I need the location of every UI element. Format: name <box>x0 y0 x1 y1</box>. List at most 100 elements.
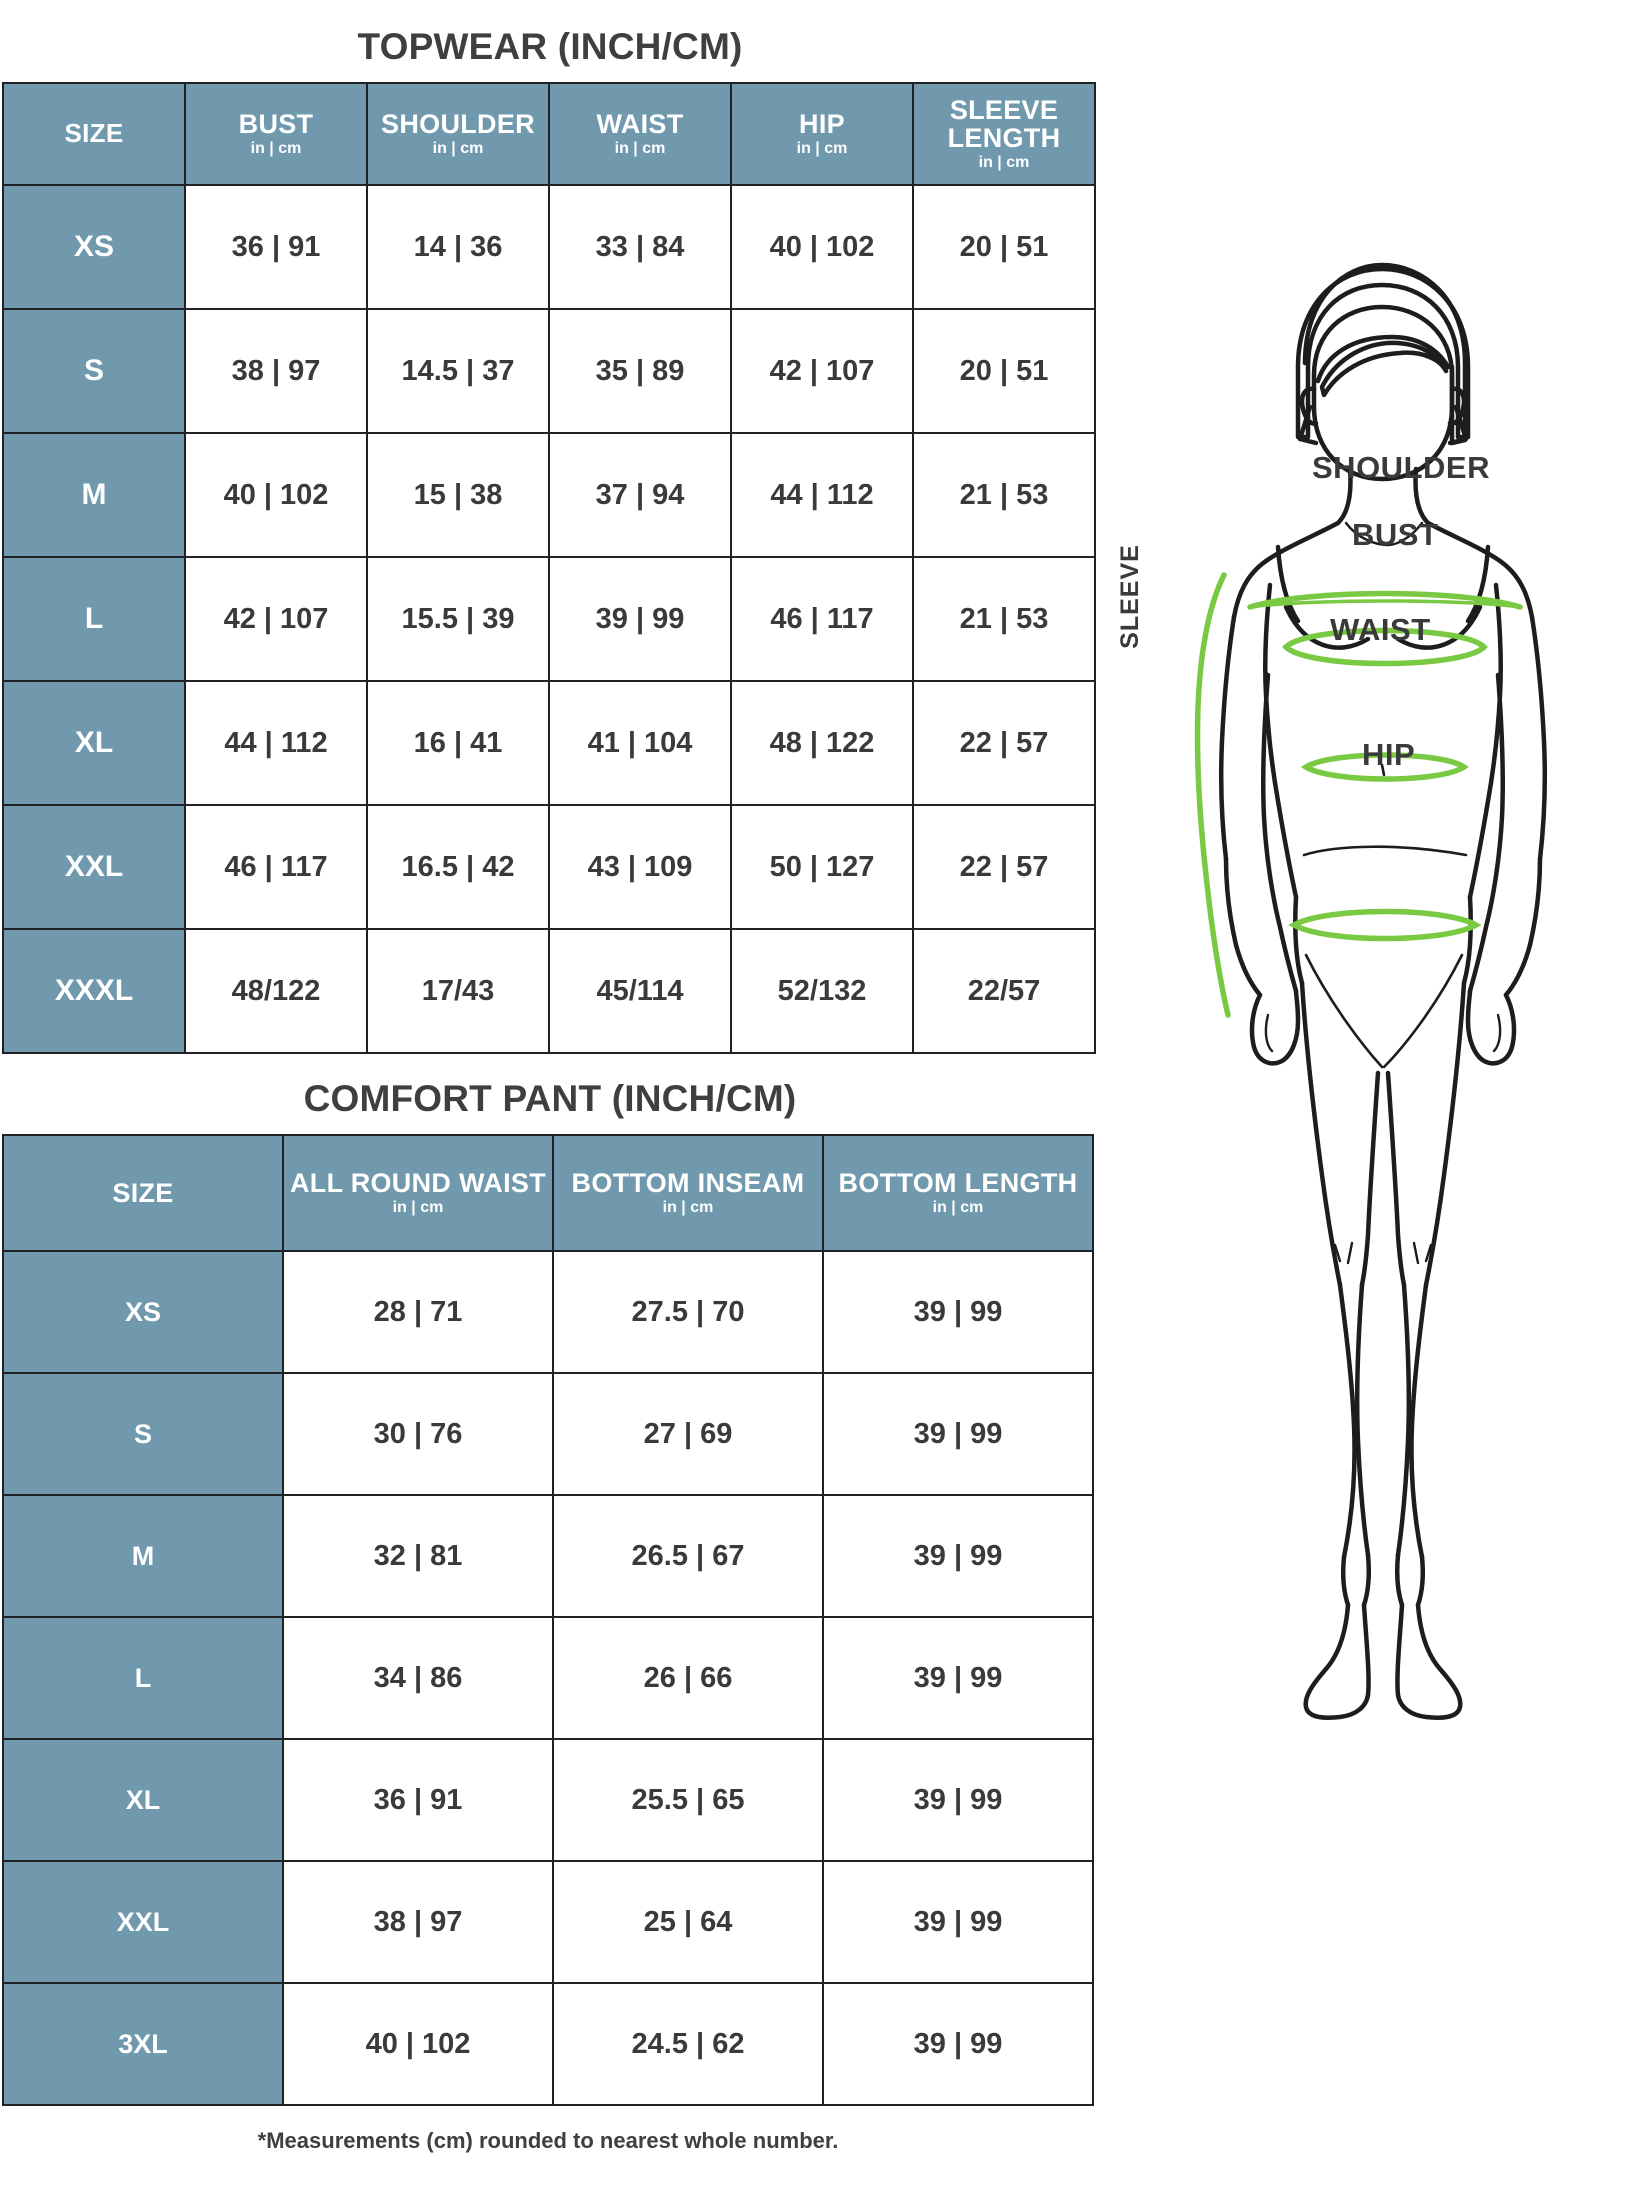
left-hand <box>1249 988 1301 1066</box>
pant-header-row: SIZE ALL ROUND WAIST in | cm BOTTOM INSE… <box>2 1134 1094 1252</box>
bust-value: 46 | 117 <box>184 804 368 930</box>
column-header-sleeve-length: SLEEVE LENGTH in | cm <box>912 82 1096 186</box>
right-hair-strand <box>1447 404 1469 446</box>
all-round-waist-value: 38 | 97 <box>282 1860 554 1984</box>
hip-value: 42 | 107 <box>730 308 914 434</box>
sleeve-value: 22/57 <box>912 928 1096 1054</box>
left-ear <box>1299 386 1319 426</box>
bottom-inseam-value: 26 | 66 <box>552 1616 824 1740</box>
size-label: M <box>2 1494 284 1618</box>
left-collarbone <box>1344 521 1390 547</box>
size-label: M <box>2 432 186 558</box>
left-thigh-inner <box>1359 1070 1381 1288</box>
sleeve-value: 21 | 53 <box>912 432 1096 558</box>
waistband-line <box>1302 845 1468 857</box>
hip-measure-line <box>1288 908 1482 942</box>
column-header-bottom-length: BOTTOM LENGTH in | cm <box>822 1134 1094 1252</box>
size-label: XS <box>2 184 186 310</box>
right-torso-line <box>1467 582 1504 900</box>
topwear-table-title: TOPWEAR (INCH/CM) <box>357 26 743 67</box>
table-row: 3XL 40 | 102 24.5 | 62 39 | 99 <box>2 1982 1094 2106</box>
waist-value: 45/114 <box>548 928 732 1054</box>
right-inner-arm <box>1467 672 1506 994</box>
column-header-all-round-waist: ALL ROUND WAIST in | cm <box>282 1134 554 1252</box>
right-knee-mark-b <box>1412 1241 1420 1265</box>
hip-value: 52/132 <box>730 928 914 1054</box>
waist-value: 39 | 99 <box>548 556 732 682</box>
figure-label-waist: WAIST <box>1330 612 1431 647</box>
bottom-length-value: 39 | 99 <box>822 1494 1094 1618</box>
right-collarbone <box>1386 521 1424 547</box>
column-header-hip: HIP in | cm <box>730 82 914 186</box>
figure-label-sleeve: SLEEVE <box>1115 544 1144 649</box>
left-foot <box>1303 1602 1371 1720</box>
bottom-inseam-value: 25 | 64 <box>552 1860 824 1984</box>
measurement-tapes <box>1194 572 1523 1018</box>
right-knee-mark-a <box>1424 1243 1433 1263</box>
left-bust-lower <box>1283 604 1371 650</box>
waist-value: 43 | 109 <box>548 804 732 930</box>
left-ankle-inner <box>1361 1552 1372 1608</box>
sleeve-value: 22 | 57 <box>912 680 1096 806</box>
shoulder-value: 15.5 | 39 <box>366 556 550 682</box>
shoulder-measure-line <box>1247 590 1523 610</box>
table-row: XXXL 48/122 17/43 45/114 52/132 22/57 <box>2 928 1096 1054</box>
sleeve-value: 22 | 57 <box>912 804 1096 930</box>
bottom-length-value: 39 | 99 <box>822 1372 1094 1496</box>
column-header-bust: BUST in | cm <box>184 82 368 186</box>
all-round-waist-value: 30 | 76 <box>282 1372 554 1496</box>
bust-value: 38 | 97 <box>184 308 368 434</box>
shoulder-value: 15 | 38 <box>366 432 550 558</box>
body-measurement-figure: SHOULDER BUST WAIST HIP SLEEVE <box>1100 255 1652 1935</box>
bottom-inseam-value: 24.5 | 62 <box>552 1982 824 2106</box>
table-row: XL 44 | 112 16 | 41 41 | 104 48 | 122 22… <box>2 680 1096 806</box>
right-foot <box>1395 1602 1463 1720</box>
right-forearm-outer <box>1503 856 1543 998</box>
size-label: S <box>2 308 186 434</box>
bottom-inseam-value: 25.5 | 65 <box>552 1738 824 1862</box>
topwear-size-table: SIZE BUST in | cm SHOULDER in | cm WAIST… <box>2 82 1096 1054</box>
waist-value: 33 | 84 <box>548 184 732 310</box>
column-header-shoulder: SHOULDER in | cm <box>366 82 550 186</box>
right-bust-lower <box>1395 604 1483 650</box>
size-label: XL <box>2 1738 284 1862</box>
right-ankle-outer <box>1415 1554 1426 1608</box>
right-calf-inner <box>1395 1282 1412 1558</box>
bottom-inseam-value: 26.5 | 67 <box>552 1494 824 1618</box>
navel <box>1380 763 1386 777</box>
size-label: XL <box>2 680 186 806</box>
bust-measure-line <box>1282 627 1488 667</box>
size-label: L <box>2 556 186 682</box>
table-row: XXL 38 | 97 25 | 64 39 | 99 <box>2 1860 1094 1984</box>
hip-value: 48 | 122 <box>730 680 914 806</box>
waist-measure-line <box>1300 752 1469 782</box>
left-knee-mark-b <box>1346 1241 1354 1265</box>
right-hip-line <box>1461 894 1473 986</box>
left-knee-mark-a <box>1333 1243 1342 1263</box>
bottom-inseam-value: 27.5 | 70 <box>552 1250 824 1374</box>
figure-label-hip: HIP <box>1362 737 1416 772</box>
bottom-length-value: 39 | 99 <box>822 1738 1094 1862</box>
waist-value: 37 | 94 <box>548 432 732 558</box>
table-row: XS 28 | 71 27.5 | 70 39 | 99 <box>2 1250 1094 1374</box>
size-label: S <box>2 1372 284 1496</box>
right-ankle-inner <box>1394 1552 1405 1608</box>
hip-value: 40 | 102 <box>730 184 914 310</box>
right-neck-shoulder <box>1413 466 1535 620</box>
table-row: L 34 | 86 26 | 66 39 | 99 <box>2 1616 1094 1740</box>
right-hand <box>1465 988 1517 1066</box>
face-outline <box>1311 304 1455 482</box>
shoulder-value: 14 | 36 <box>366 184 550 310</box>
left-hair-strand <box>1297 404 1319 446</box>
left-neck-shoulder <box>1231 466 1353 620</box>
left-hip-line <box>1293 894 1305 986</box>
right-thigh-inner <box>1385 1070 1407 1288</box>
all-round-waist-value: 34 | 86 <box>282 1616 554 1740</box>
hip-value: 46 | 117 <box>730 556 914 682</box>
all-round-waist-value: 28 | 71 <box>282 1250 554 1374</box>
sleeve-measure-line <box>1194 572 1231 1018</box>
left-calf-outer <box>1337 1282 1357 1560</box>
shoulder-value: 17/43 <box>366 928 550 1054</box>
size-label: 3XL <box>2 1982 284 2106</box>
